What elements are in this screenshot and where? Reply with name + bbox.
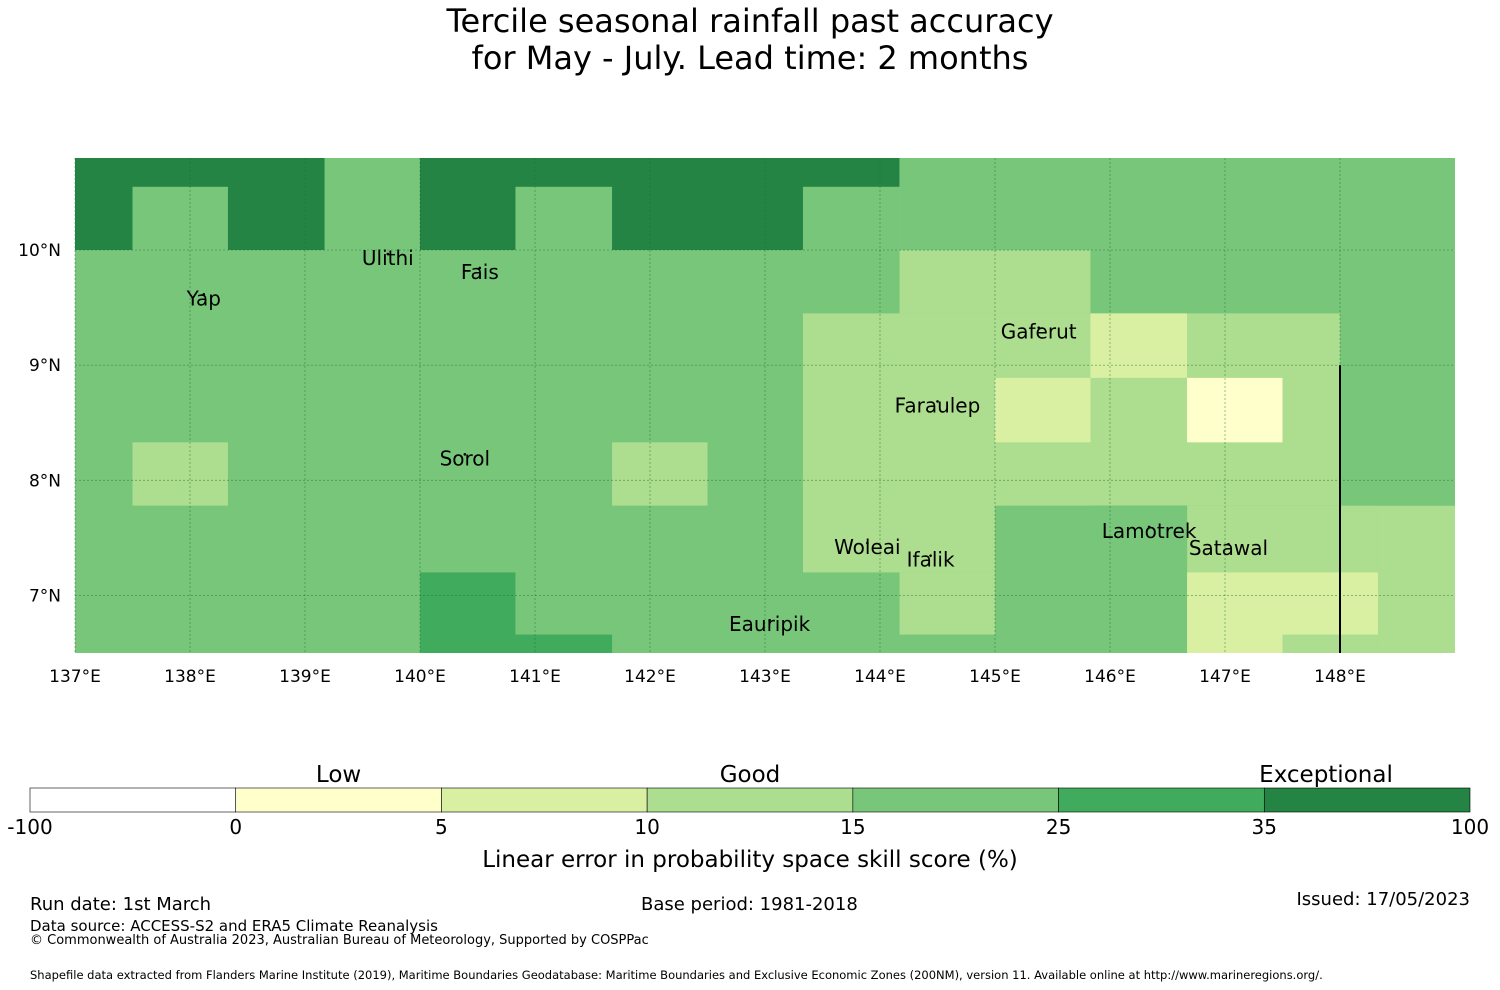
skill-zone <box>420 572 516 653</box>
lon-tick-label: 137°E <box>49 667 101 687</box>
lon-tick-label: 138°E <box>164 667 216 687</box>
skill-zone <box>995 377 1091 443</box>
copyright-notice: © Commonwealth of Australia 2023, Austra… <box>30 933 649 948</box>
skill-zone <box>1377 377 1455 506</box>
island-marker <box>768 618 771 622</box>
island-marker <box>929 554 932 557</box>
colorbar-tick-label: 100 <box>1451 815 1489 839</box>
island-label: Yap <box>186 286 221 310</box>
skill-zone <box>1377 505 1455 653</box>
skill-zone <box>899 572 995 635</box>
lon-tick-label: 139°E <box>279 667 331 687</box>
colorbar-tick-label: 0 <box>229 815 242 839</box>
colorbar-tick-label: 5 <box>435 815 448 839</box>
island-label: Woleai <box>834 535 901 559</box>
colorbar-bin <box>1263 787 1471 813</box>
colorbar-tick-label: 15 <box>840 815 865 839</box>
lat-tick-label: 9°N <box>29 356 61 376</box>
skill-zone <box>1187 572 1283 653</box>
lon-tick-label: 145°E <box>969 667 1021 687</box>
island-marker <box>386 252 390 256</box>
island-label: Satawal <box>1189 536 1268 560</box>
colorbar-category-label: Low <box>316 762 361 788</box>
skill-zone <box>899 250 1091 314</box>
island-marker <box>478 266 482 270</box>
lon-tick-label: 143°E <box>739 667 791 687</box>
shapefile-credit: Shapefile data extracted from Flanders M… <box>30 968 1323 982</box>
lat-tick-label: 8°N <box>29 471 61 491</box>
island-label: Eauripik <box>729 612 811 636</box>
skill-zone <box>132 186 228 251</box>
skill-zone <box>132 442 228 506</box>
colorbar-bin <box>1058 787 1265 813</box>
lat-tick-label: 7°N <box>29 586 61 606</box>
colorbar-tick-label: -100 <box>7 815 52 839</box>
skill-zone <box>515 634 613 653</box>
lon-tick-label: 148°E <box>1314 667 1366 687</box>
colorbar: Low Good Exceptional -100 0 5 10 15 25 35 100 Lin… <box>7 762 1489 873</box>
island-label: Gaferut <box>1001 320 1077 344</box>
skill-zone <box>1340 313 1455 378</box>
lon-tick-label: 147°E <box>1199 667 1251 687</box>
island-label: Ifalik <box>907 548 955 572</box>
skill-zone <box>1090 313 1188 378</box>
island-marker <box>202 293 206 296</box>
island-label: Faraulep <box>895 393 981 417</box>
colorbar-category-label: Exceptional <box>1259 762 1393 788</box>
skill-zone <box>1282 572 1378 635</box>
colorbar-tick-label: 25 <box>1046 815 1071 839</box>
island-marker <box>936 400 939 403</box>
colorbar-category-label: Good <box>720 762 781 788</box>
skill-zone <box>899 158 1455 251</box>
data-source: Data source: ACCESS-S2 and ERA5 Climate … <box>30 917 438 935</box>
run-date: Run date: 1st March <box>30 894 212 915</box>
island-marker <box>1227 542 1230 546</box>
island-label: Sorol <box>440 446 491 470</box>
colorbar-tick-label: 10 <box>634 815 659 839</box>
island-marker <box>463 453 467 456</box>
island-marker <box>866 541 869 545</box>
lon-tick-label: 140°E <box>394 667 446 687</box>
colorbar-bin <box>646 787 854 813</box>
island-marker <box>1037 326 1040 330</box>
colorbar-bin <box>235 787 442 813</box>
chart-title-line-2: for May - July. Lead time: 2 months <box>471 39 1029 77</box>
skill-score-map: Ulithi Fais Yap Gaferut Faraulep Sorol WoleaiI… <box>18 158 1455 687</box>
island-label: Lamotrek <box>1102 519 1197 543</box>
skill-zone <box>1187 377 1283 443</box>
skill-zone <box>515 186 613 251</box>
skill-zone <box>612 442 708 506</box>
island-label: Fais <box>461 260 499 284</box>
colorbar-bin <box>852 787 1059 813</box>
colorbar-bin <box>441 787 648 813</box>
issued-date: Issued: 17/05/2023 <box>1296 889 1470 910</box>
island-marker <box>1147 525 1151 529</box>
colorbar-bin <box>29 787 237 813</box>
colorbar-tick-label: 35 <box>1252 815 1277 839</box>
colorbar-axis-label: Linear error in probability space skill … <box>482 847 1018 873</box>
skill-zone <box>1090 505 1188 573</box>
lon-tick-label: 144°E <box>854 667 906 687</box>
chart-title-line-1: Tercile seasonal rainfall past accuracy <box>446 2 1054 40</box>
island-label: Ulithi <box>362 246 414 270</box>
lon-tick-label: 146°E <box>1084 667 1136 687</box>
base-period: Base period: 1981-2018 <box>641 894 858 915</box>
skill-zone <box>324 158 420 251</box>
skill-zone <box>802 186 900 251</box>
lon-tick-label: 142°E <box>624 667 676 687</box>
lon-tick-label: 141°E <box>509 667 561 687</box>
lat-tick-label: 10°N <box>18 241 61 261</box>
